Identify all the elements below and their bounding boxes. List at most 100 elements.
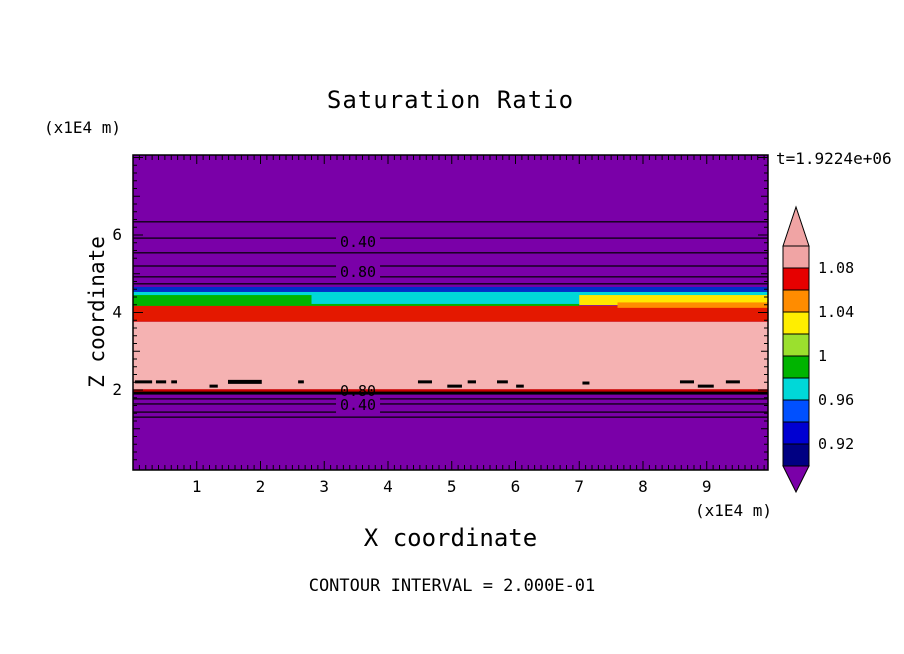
x-tick (291, 465, 293, 470)
colorbar-segment (782, 443, 810, 467)
contour-label-bg (336, 262, 381, 281)
y-tick (133, 281, 137, 282)
x-tick-label: 2 (256, 477, 266, 496)
x-tick (266, 155, 268, 160)
y-tick (764, 451, 768, 453)
x-tick (432, 155, 434, 160)
x-tick (744, 465, 746, 470)
colorbar-label: 0.92 (818, 435, 854, 453)
y-tick (764, 164, 768, 166)
colorbar: 1.08 1.04 1 0.96 0.92 (782, 205, 854, 494)
contour-dash (417, 380, 432, 384)
x-tick (247, 465, 249, 470)
x-tick (234, 465, 236, 470)
x-tick (253, 465, 255, 470)
x-tick (183, 155, 185, 160)
x-tick (731, 465, 733, 470)
fill-band (133, 305, 768, 322)
y-tick (133, 164, 137, 166)
y-tick (133, 257, 137, 259)
x-tick (540, 155, 542, 160)
colorbar-segment (782, 421, 810, 445)
x-tick (559, 155, 561, 160)
x-tick (464, 155, 465, 160)
x-tick-label: 1 (192, 477, 202, 496)
y-tick (758, 312, 768, 313)
x-tick (432, 465, 434, 470)
x-tick (566, 155, 567, 160)
contour-line (133, 283, 768, 285)
x-tick (298, 465, 300, 470)
x-tick (629, 465, 631, 470)
x-tick (617, 155, 618, 160)
x-tick (502, 465, 504, 470)
y-tick (764, 296, 768, 298)
x-tick (527, 465, 529, 470)
y-tick (133, 304, 137, 306)
y-tick (764, 257, 768, 259)
x-tick (642, 155, 644, 164)
x-tick (311, 155, 312, 160)
x-tick (438, 155, 440, 160)
x-tick (546, 465, 548, 470)
contour-dash (209, 384, 218, 388)
fill-band (133, 389, 768, 393)
y-tick (133, 405, 137, 406)
x-tick (521, 465, 523, 470)
x-tick (177, 155, 179, 160)
x-tick (444, 155, 446, 160)
y-tick (758, 389, 768, 391)
y-tick (764, 459, 768, 461)
x-tick (272, 155, 274, 160)
y-tick (761, 350, 768, 352)
x-tick (342, 155, 344, 160)
x-tick (636, 155, 638, 160)
x-tick (763, 465, 765, 470)
y-tick (764, 211, 768, 213)
contour-dash (134, 380, 153, 384)
x-tick (368, 465, 370, 470)
y-tick (133, 180, 137, 182)
contour-line (133, 252, 768, 254)
y-tick (133, 273, 140, 275)
x-tick (228, 465, 230, 470)
x-tick (706, 155, 708, 164)
y-tick (764, 412, 768, 414)
x-tick (610, 155, 612, 160)
x-tick (336, 155, 338, 160)
x-tick (240, 465, 242, 470)
y-axis-unit-label: (x1E4 m) (44, 118, 122, 137)
y-tick (133, 397, 137, 399)
y-tick-label: 4 (112, 303, 122, 322)
x-tick (515, 155, 516, 164)
x-tick (164, 155, 166, 160)
x-tick (521, 155, 523, 160)
x-tick (610, 465, 612, 470)
x-tick (387, 155, 389, 164)
x-tick (483, 465, 485, 470)
chart-title: Saturation Ratio (326, 86, 575, 114)
x-tick (209, 465, 210, 470)
x-tick (158, 465, 159, 470)
x-tick (750, 155, 752, 160)
x-tick (553, 155, 555, 160)
y-tick-label: 2 (112, 380, 122, 399)
x-tick-label: 5 (447, 477, 457, 496)
contour-dash (171, 380, 177, 384)
contour-dash (725, 380, 740, 384)
y-axis-title: Z coordinate (85, 236, 109, 388)
x-tick (508, 465, 510, 470)
x-tick (419, 155, 421, 160)
x-tick (349, 465, 351, 470)
y-tick (133, 312, 143, 313)
x-tick (413, 465, 414, 470)
y-tick (764, 219, 768, 220)
x-tick (597, 465, 599, 470)
x-tick (674, 465, 676, 470)
x-tick (719, 155, 720, 160)
x-tick (719, 465, 720, 470)
x-tick (266, 465, 268, 470)
x-tick (381, 155, 383, 160)
contour-line (133, 411, 768, 413)
x-tick (228, 155, 230, 160)
